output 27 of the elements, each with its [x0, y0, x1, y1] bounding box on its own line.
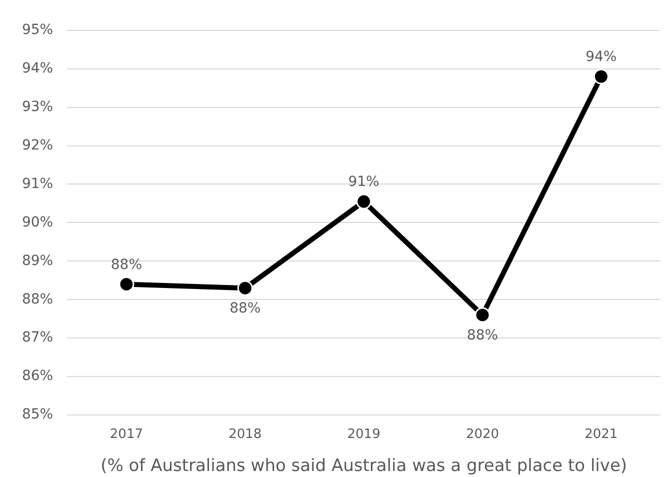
y-tick-label: 91% — [22, 176, 54, 192]
y-tick-label: 87% — [22, 330, 54, 346]
x-axis-title: (% of Australians who said Australia was a great place to live) — [100, 456, 628, 476]
y-tick-label: 86% — [22, 368, 54, 384]
x-tick-label: 2021 — [584, 427, 618, 442]
y-tick-label: 95% — [22, 22, 54, 38]
y-tick-label: 88% — [22, 291, 54, 308]
data-label: 88% — [466, 328, 498, 344]
y-tick-label: 93% — [22, 98, 54, 115]
data-label: 88% — [230, 300, 261, 317]
x-tick-label: 2020 — [466, 427, 500, 442]
y-tick-label: 90% — [22, 214, 54, 230]
y-tick-label: 92% — [22, 137, 54, 154]
point — [593, 68, 609, 84]
point — [356, 194, 372, 210]
x-tick-label: 2019 — [347, 427, 380, 442]
y-tick-label: 94% — [22, 60, 54, 76]
y-tick-label: 89% — [22, 252, 54, 269]
x-tick-label: 2017 — [110, 427, 143, 442]
point — [474, 307, 490, 323]
point — [237, 280, 253, 296]
x-tick-label: 2018 — [228, 427, 262, 442]
y-tick-label: 85% — [22, 406, 54, 423]
data-label: 94% — [586, 49, 617, 66]
data-label: 88% — [110, 256, 142, 273]
point — [118, 276, 134, 292]
data-label: 91% — [348, 174, 380, 190]
